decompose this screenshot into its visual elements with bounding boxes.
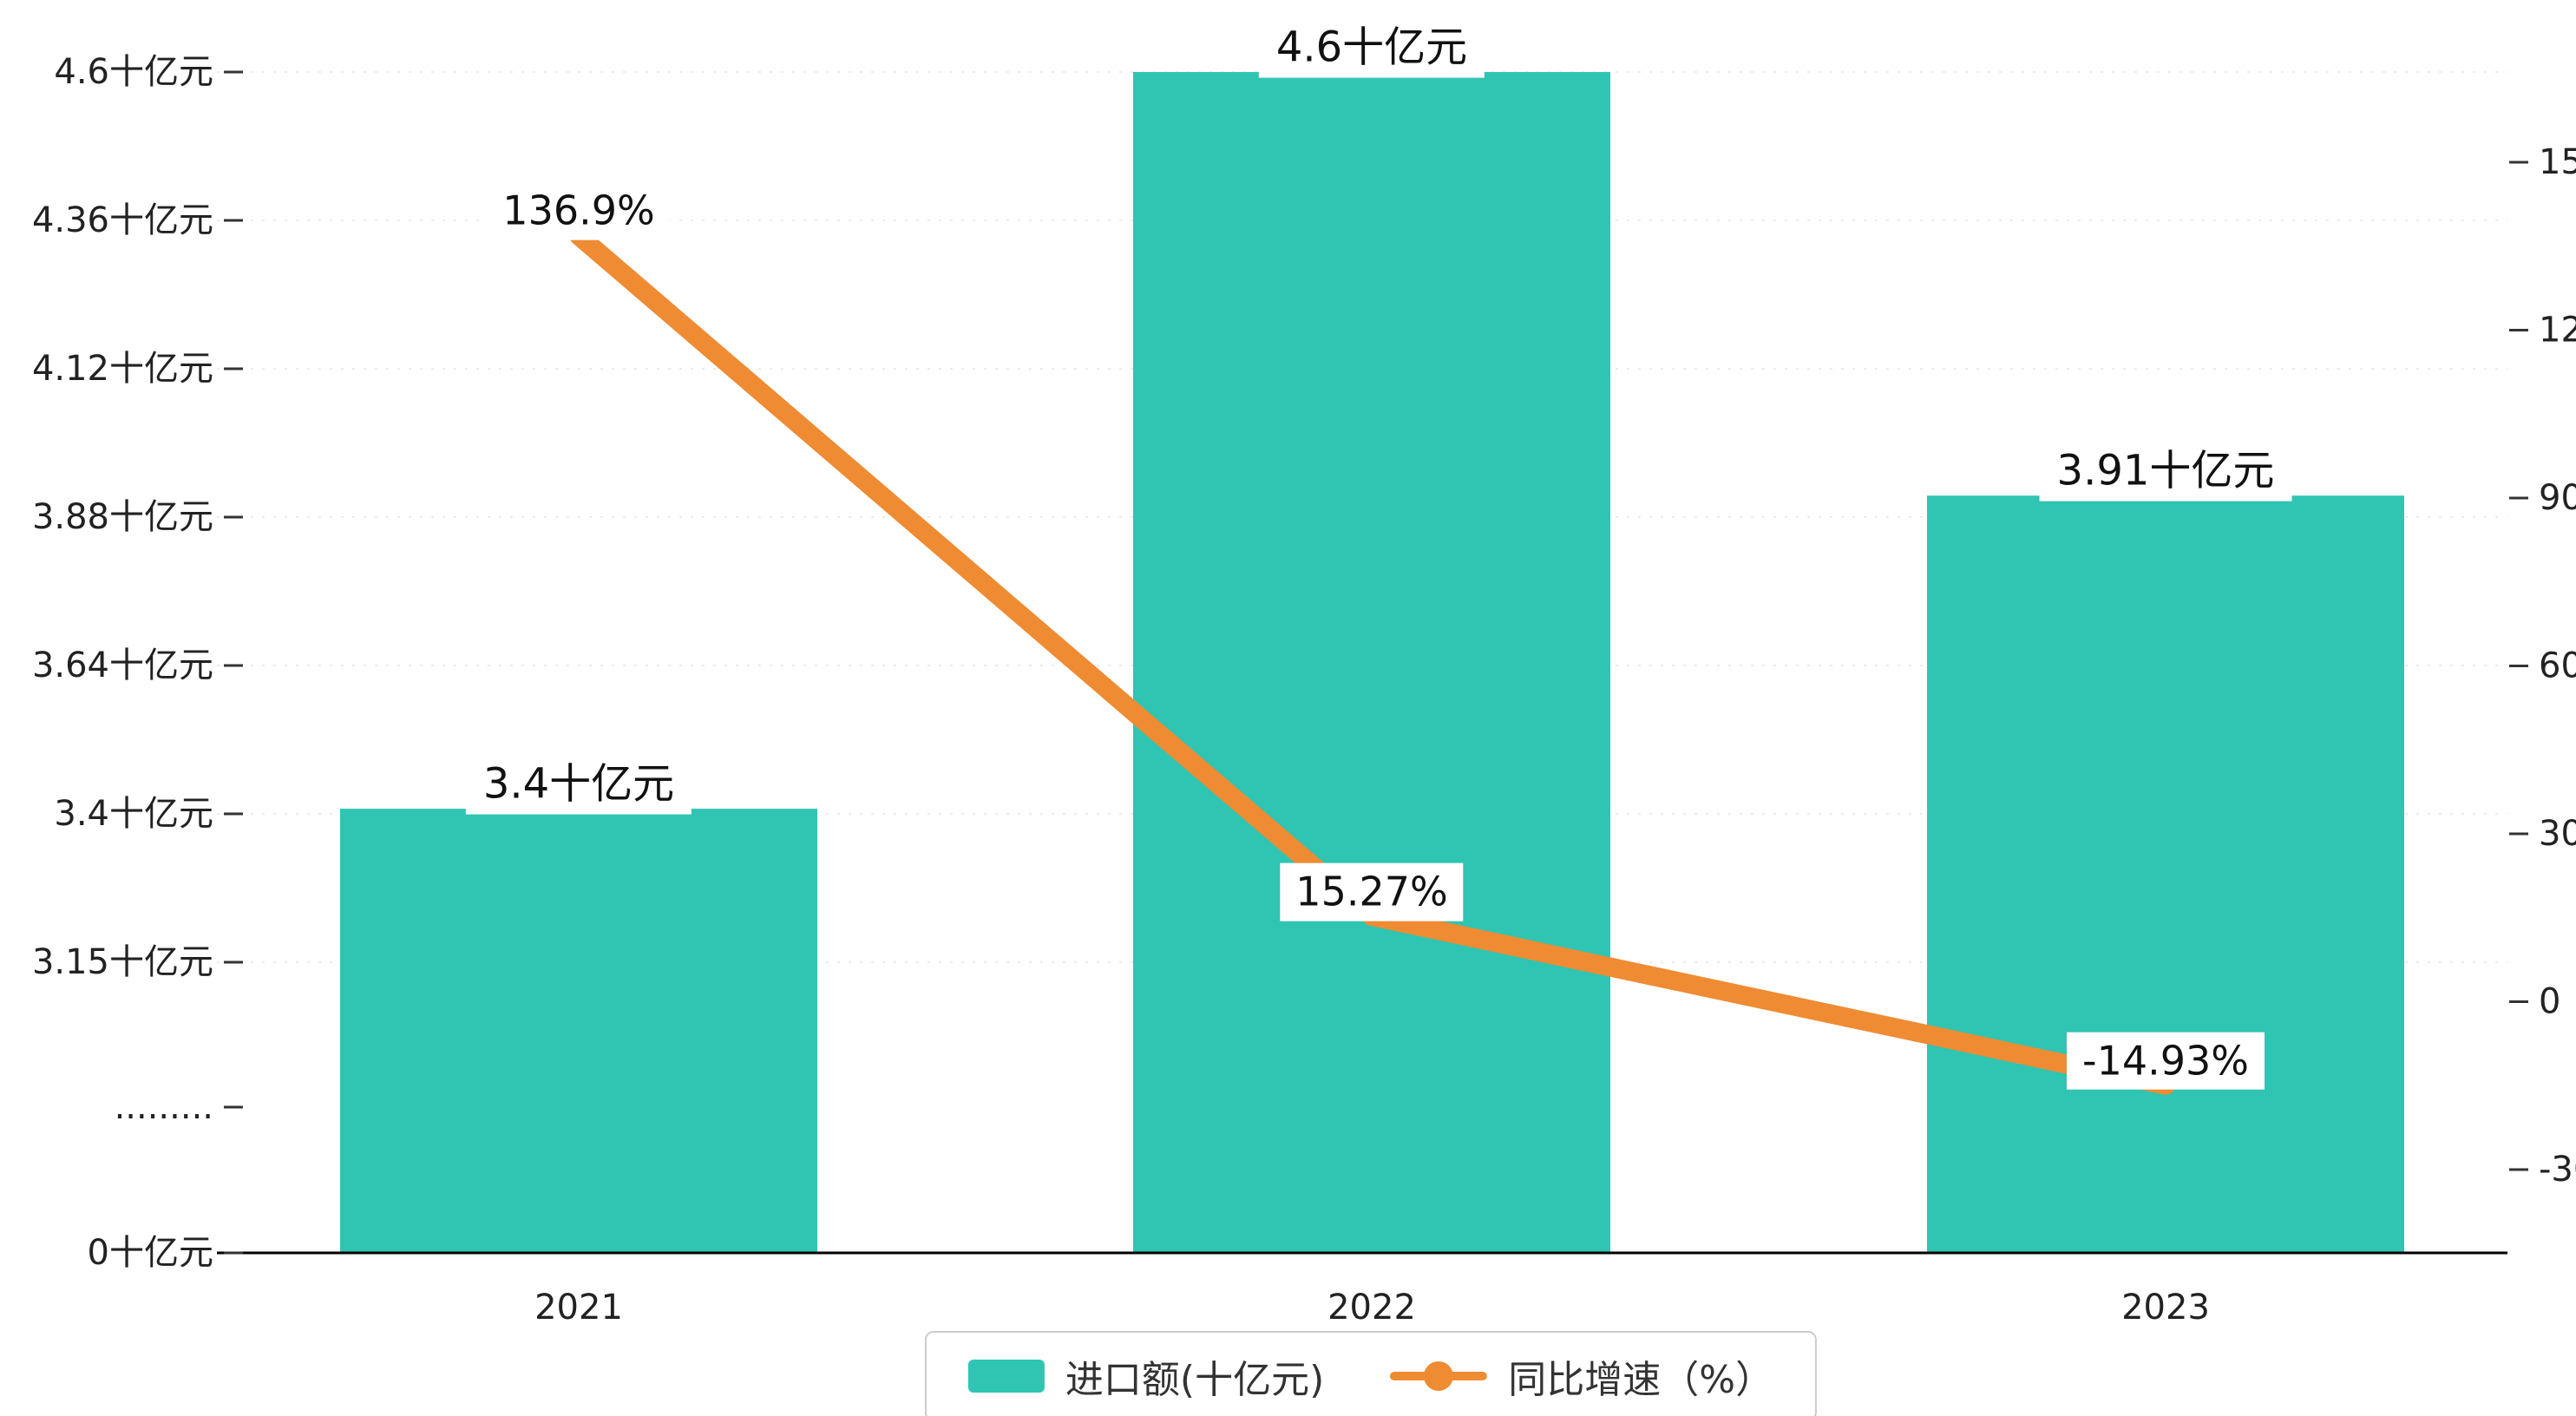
left-axis-tick-label: 3.88十亿元: [32, 497, 213, 537]
left-axis-tick-label: 0十亿元: [88, 1233, 213, 1273]
left-axis-tick-label: .........: [115, 1087, 213, 1127]
bar-2022[interactable]: [1133, 72, 1610, 1253]
right-axis-tick-label: 90: [2539, 478, 2576, 518]
x-axis-label: 2021: [534, 1288, 623, 1328]
legend-item-growth[interactable]: 同比增速（%）: [1390, 1348, 1773, 1404]
left-axis-tick-label: 3.15十亿元: [32, 942, 213, 982]
legend-label-growth: 同比增速（%）: [1508, 1358, 1774, 1402]
bar-2023[interactable]: [1927, 495, 2404, 1253]
line-series-swatch: [1390, 1360, 1488, 1393]
left-axis-tick-label: 3.4十亿元: [54, 794, 213, 834]
right-axis-tick-label: 0: [2539, 982, 2560, 1022]
left-axis-tick-label: 4.36十亿元: [32, 200, 213, 240]
legend[interactable]: 进口额(十亿元) 同比增速（%）: [924, 1331, 1818, 1416]
legend-label-imports: 进口额(十亿元): [1065, 1358, 1325, 1402]
bar-2021[interactable]: [340, 809, 817, 1253]
line-swatch-dot: [1424, 1361, 1454, 1391]
x-axis-label: 2023: [2121, 1288, 2210, 1328]
legend-item-imports[interactable]: 进口额(十亿元): [967, 1348, 1325, 1404]
left-axis-tick-label: 4.12十亿元: [32, 349, 213, 389]
right-axis-tick-label: 150: [2539, 142, 2576, 182]
right-axis-tick-label: -30: [2539, 1150, 2576, 1190]
bar-series-swatch: [967, 1360, 1045, 1393]
left-axis-tick-label: 4.6十亿元: [54, 52, 213, 92]
x-axis-label: 2022: [1327, 1288, 1416, 1328]
right-axis-tick-label: 120: [2539, 311, 2576, 351]
right-axis-tick-label: 30: [2539, 814, 2576, 854]
left-axis-tick-label: 3.64十亿元: [32, 646, 213, 685]
right-axis-tick-label: 60: [2539, 646, 2576, 686]
